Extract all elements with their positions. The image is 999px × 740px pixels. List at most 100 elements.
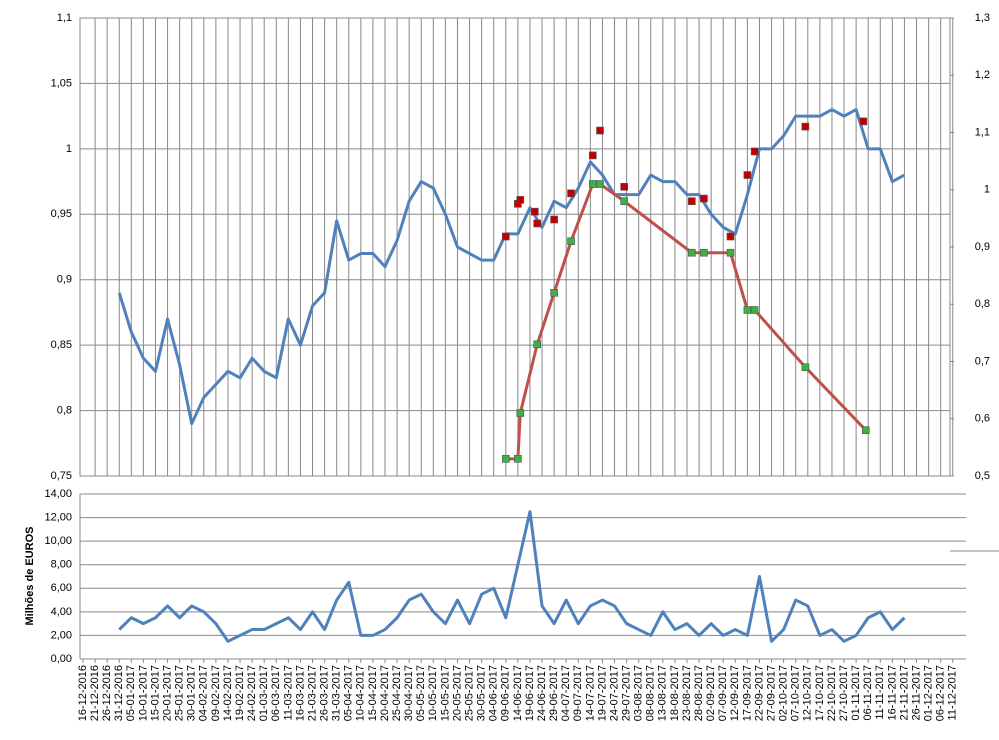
- y-tick-label: 0,85: [51, 339, 72, 351]
- x-tick-label: 16-03-2017: [294, 665, 306, 721]
- marker: [688, 248, 696, 257]
- y2-tick-label: 0,6: [975, 413, 990, 425]
- series-line: [118, 510, 906, 643]
- marker: [700, 194, 708, 203]
- y-tick-label: 6,00: [51, 582, 72, 594]
- x-tick-label: 07-09-2017: [717, 665, 729, 721]
- x-tick-label: 30-04-2017: [403, 665, 415, 721]
- marker: [501, 232, 510, 241]
- x-tick-label: 02-10-2017: [778, 665, 790, 721]
- x-tick-label: 01-12-2017: [923, 665, 935, 721]
- y-tick-label: 0,00: [51, 653, 72, 665]
- y2-tick-label: 0,8: [975, 298, 990, 310]
- x-tick-label: 29-07-2017: [621, 665, 633, 721]
- x-tick-label: 16-12-2016: [77, 665, 89, 721]
- x-tick-label: 11-03-2017: [282, 665, 294, 720]
- x-tick-label: 18-08-2017: [669, 665, 681, 721]
- y-tick-label: 1,05: [51, 77, 72, 89]
- series-line: [505, 182, 867, 461]
- x-tick-label: 04-07-2017: [560, 665, 572, 721]
- x-tick-label: 24-07-2017: [608, 665, 620, 721]
- x-tick-label: 25-05-2017: [463, 665, 475, 721]
- x-tick-label: 19-02-2017: [234, 665, 246, 721]
- x-tick-label: 16-11-2017: [886, 665, 898, 720]
- y-tick-label: 8,00: [51, 559, 72, 571]
- y2-tick-label: 0,5: [975, 470, 990, 482]
- y-tick-label: 0,75: [51, 470, 72, 482]
- x-tick-label: 24-02-2017: [246, 665, 258, 721]
- x-tick-label: 17-10-2017: [814, 665, 826, 721]
- x-tick-label: 04-02-2017: [198, 665, 210, 721]
- marker: [530, 207, 539, 216]
- x-tick-label: 23-08-2017: [681, 665, 693, 721]
- marker: [620, 197, 628, 205]
- series-line: [117, 108, 906, 426]
- x-tick-label: 20-01-2017: [161, 665, 173, 721]
- marker: [514, 455, 522, 463]
- marker: [750, 306, 759, 314]
- x-tick-label: 27-09-2017: [765, 665, 777, 721]
- x-tick-label: 01-03-2017: [258, 665, 270, 721]
- y-tick-label: 1: [66, 143, 72, 155]
- marker: [750, 147, 759, 156]
- x-tick-label: 30-01-2017: [186, 665, 198, 721]
- y-tick-label: 12,00: [44, 511, 72, 523]
- x-tick-label: 06-12-2017: [935, 665, 947, 721]
- x-tick-label: 21-12-2016: [89, 665, 101, 721]
- x-tick-label: 20-04-2017: [379, 665, 391, 721]
- marker: [743, 306, 752, 314]
- marker: [801, 122, 810, 131]
- x-tick-label: 19-06-2017: [524, 665, 536, 721]
- x-tick-label: 03-08-2017: [633, 665, 645, 721]
- y2-tick-label: 0,9: [975, 241, 990, 253]
- marker: [861, 426, 870, 435]
- marker: [596, 126, 604, 135]
- x-tick-label: 20-05-2017: [451, 665, 463, 721]
- x-tick-label: 14-02-2017: [222, 665, 234, 721]
- y2-tick-label: 1,3: [975, 12, 990, 24]
- marker: [567, 237, 575, 246]
- x-tick-label: 14-06-2017: [512, 665, 524, 721]
- x-tick-label: 07-10-2017: [790, 665, 802, 721]
- marker: [588, 180, 597, 188]
- x-tick-label: 31-03-2017: [331, 665, 343, 721]
- x-tick-label: 28-08-2017: [693, 665, 705, 721]
- marker: [588, 151, 597, 160]
- x-tick-label: 10-01-2017: [137, 665, 149, 721]
- marker: [801, 363, 810, 372]
- y-tick-label: 0,95: [51, 208, 72, 220]
- y-tick-label: 1,1: [57, 12, 72, 24]
- y-axis-title: Milhões de EUROS: [24, 526, 36, 625]
- x-tick-label: 02-09-2017: [705, 665, 717, 721]
- marker: [620, 183, 628, 191]
- x-tick-label: 09-07-2017: [572, 665, 584, 721]
- x-tick-label: 22-09-2017: [753, 665, 765, 721]
- marker: [859, 117, 868, 126]
- x-tick-label: 29-06-2017: [548, 665, 560, 721]
- x-tick-label: 11-12-2017: [947, 665, 959, 720]
- x-tick-label: 25-01-2017: [174, 665, 186, 721]
- y-tick-label: 2,00: [51, 629, 72, 641]
- marker: [501, 455, 510, 463]
- x-tick-label: 11-11-2017: [874, 665, 886, 720]
- marker: [533, 219, 542, 228]
- x-tick-label: 21-03-2017: [306, 665, 318, 721]
- x-tick-label: 15-01-2017: [149, 665, 161, 721]
- x-tick-label: 15-05-2017: [439, 665, 451, 721]
- x-tick-label: 27-10-2017: [838, 665, 850, 721]
- x-tick-label: 12-10-2017: [802, 665, 814, 721]
- x-tick-label: 06-11-2017: [862, 665, 874, 720]
- x-tick-label: 30-05-2017: [476, 665, 488, 721]
- x-tick-label: 19-07-2017: [596, 665, 608, 721]
- x-tick-label: 05-05-2017: [415, 665, 427, 721]
- x-tick-label: 22-10-2017: [826, 665, 838, 721]
- x-tick-label: 15-04-2017: [367, 665, 379, 721]
- x-tick-label: 10-04-2017: [355, 665, 367, 721]
- x-tick-label: 01-11-2017: [850, 665, 862, 720]
- y2-tick-label: 1,2: [975, 69, 990, 81]
- x-tick-label: 09-02-2017: [210, 665, 222, 721]
- marker: [550, 288, 558, 297]
- x-tick-label: 08-08-2017: [645, 665, 657, 721]
